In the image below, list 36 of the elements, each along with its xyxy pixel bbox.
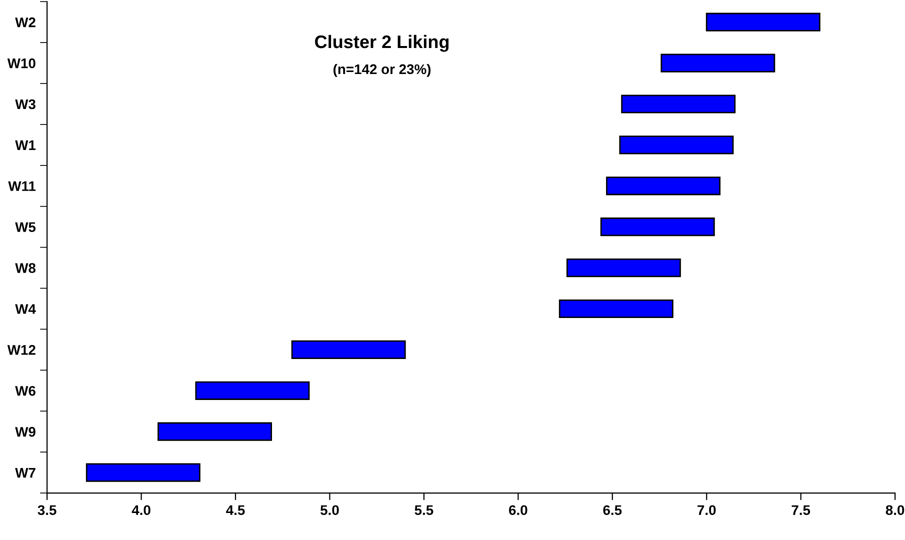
y-tick-label: W9 bbox=[15, 426, 36, 437]
text: (n=142 or 23%) bbox=[333, 64, 431, 77]
bar bbox=[195, 381, 310, 400]
y-tick-label: W10 bbox=[7, 58, 36, 68]
bar bbox=[291, 340, 406, 359]
x-tick-label: 5.5 bbox=[414, 505, 434, 516]
y-tick-label: W2 bbox=[15, 17, 36, 28]
x-tick-label: 4.0 bbox=[132, 505, 150, 516]
y-tick-label: W6 bbox=[15, 386, 36, 396]
bar bbox=[619, 136, 734, 154]
x-tick-label: 6.0 bbox=[509, 505, 528, 516]
x-tick-label: 7.0 bbox=[698, 505, 716, 516]
x-tick-label: 4.5 bbox=[226, 505, 245, 516]
y-tick-label: W5 bbox=[15, 222, 36, 232]
x-tick-label: 6.5 bbox=[603, 505, 622, 516]
y-tick-label: W8 bbox=[15, 263, 36, 273]
bar bbox=[86, 463, 200, 482]
y-tick-label: W11 bbox=[8, 181, 36, 191]
y-tick-label: W3 bbox=[15, 99, 36, 110]
y-tick-label: W4 bbox=[15, 304, 36, 314]
x-tick-label: 5.0 bbox=[320, 505, 339, 516]
bar bbox=[158, 422, 272, 441]
bar bbox=[600, 218, 715, 236]
y-tick-label: W7 bbox=[15, 468, 36, 478]
bar bbox=[606, 176, 720, 196]
bar bbox=[558, 299, 674, 318]
y-tick-label: W1 bbox=[15, 140, 36, 150]
text: Cluster 2 Liking bbox=[315, 34, 449, 52]
bar bbox=[566, 258, 681, 278]
x-tick-label: 7.5 bbox=[792, 505, 810, 516]
y-tick-label: W12 bbox=[7, 345, 36, 355]
bar bbox=[706, 12, 820, 32]
bar bbox=[660, 54, 776, 72]
x-tick-label: 3.5 bbox=[38, 505, 56, 516]
x-tick-label: 8.0 bbox=[886, 505, 904, 516]
bar bbox=[621, 94, 736, 114]
